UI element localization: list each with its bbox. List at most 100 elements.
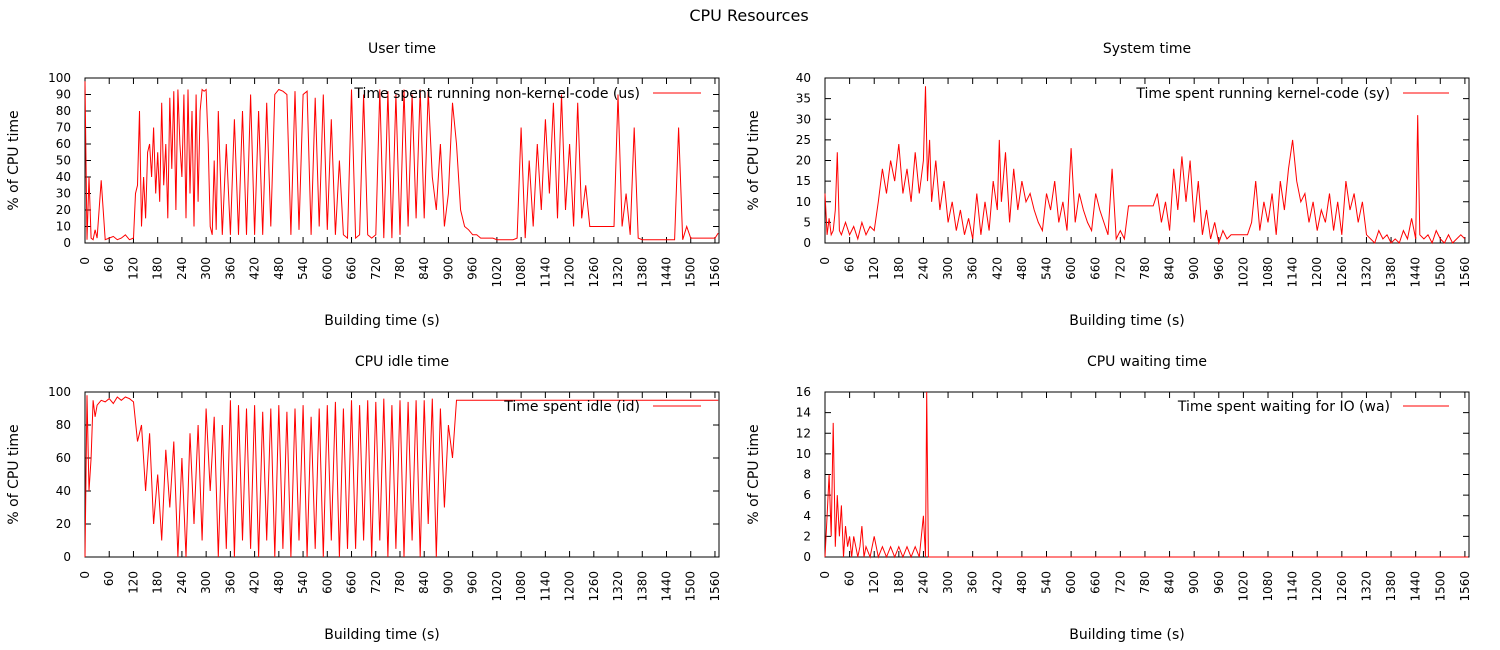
y-tick-label: 10 — [796, 447, 811, 461]
x-tick-label: 0 — [818, 571, 832, 579]
x-tick-label: 1500 — [684, 257, 698, 288]
plot-frame — [824, 77, 1470, 244]
x-tick-label: 1200 — [1310, 571, 1324, 602]
x-tick-label: 960 — [466, 571, 480, 594]
x-tick-label: 1020 — [490, 257, 504, 288]
x-tick-label: 1560 — [1458, 571, 1472, 602]
chart-panel-wait: CPU waiting time 0 2 4 6 8 10 12 14 16 0 60 120 180 24… — [746, 354, 1472, 643]
x-tick-label: 900 — [1187, 257, 1201, 280]
y-tick-label: 10 — [796, 195, 811, 209]
x-tick-label: 1560 — [708, 257, 722, 288]
x-tick-label: 1560 — [1458, 257, 1472, 288]
y-tick-label: 0 — [803, 550, 811, 564]
x-tick-label: 900 — [1187, 571, 1201, 594]
y-tick-label: 16 — [796, 385, 811, 399]
x-tick-label: 780 — [1138, 257, 1152, 280]
x-tick-label: 1380 — [635, 571, 649, 602]
y-axis-label: % of CPU time — [6, 110, 22, 210]
y-tick-label: 30 — [56, 187, 71, 201]
x-tick-label: 600 — [1064, 257, 1078, 280]
y-tick-label: 20 — [56, 203, 71, 217]
x-tick-label: 1140 — [538, 257, 552, 288]
legend: Time spent waiting for IO (wa) — [1177, 399, 1449, 415]
x-tick-label: 1380 — [1384, 257, 1398, 288]
legend-label: Time spent idle (id) — [503, 399, 640, 415]
x-tick-label: 360 — [966, 257, 980, 280]
x-tick-label: 1380 — [635, 257, 649, 288]
x-tick-label: 900 — [441, 257, 455, 280]
y-tick-label: 40 — [56, 170, 71, 184]
x-tick-label: 660 — [1089, 571, 1103, 594]
legend: Time spent running kernel-code (sy) — [1135, 86, 1449, 102]
x-tick-label: 720 — [369, 257, 383, 280]
x-tick-label: 60 — [102, 257, 116, 272]
x-tick-label: 480 — [1015, 257, 1029, 280]
y-axis-label: % of CPU time — [6, 424, 22, 524]
x-tick-label: 660 — [345, 257, 359, 280]
x-tick-label: 1500 — [684, 571, 698, 602]
legend-label: Time spent waiting for IO (wa) — [1177, 399, 1390, 415]
x-tick-label: 960 — [1212, 571, 1226, 594]
x-tick-label: 180 — [892, 571, 906, 594]
x-tick-label: 180 — [151, 571, 165, 594]
y-tick-label: 90 — [56, 88, 71, 102]
x-tick-label: 1440 — [1409, 257, 1423, 288]
series-line-idle — [84, 395, 719, 558]
x-tick-label: 1020 — [490, 571, 504, 602]
series-line-wait — [824, 391, 1469, 559]
x-tick-label: 840 — [417, 257, 431, 280]
x-tick-label: 240 — [916, 257, 930, 280]
x-tick-label: 1140 — [538, 571, 552, 602]
x-tick-label: 600 — [320, 571, 334, 594]
y-tick-label: 0 — [803, 236, 811, 250]
x-tick-label: 1200 — [1310, 257, 1324, 288]
x-tick-label: 600 — [320, 257, 334, 280]
x-tick-label: 780 — [393, 257, 407, 280]
y-tick-label: 40 — [796, 71, 811, 85]
y-tick-label: 30 — [796, 112, 811, 126]
x-tick-label: 420 — [248, 257, 262, 280]
chart-title: CPU waiting time — [1087, 354, 1207, 370]
x-tick-label: 1320 — [1359, 257, 1373, 288]
x-axis-label: Building time (s) — [324, 627, 440, 643]
x-tick-label: 840 — [417, 571, 431, 594]
x-tick-label: 180 — [892, 257, 906, 280]
x-tick-label: 60 — [102, 571, 116, 586]
chart-panel-system: System time 0 5 10 15 20 25 30 35 40 0 60 120 180 240 3… — [746, 41, 1472, 329]
x-tick-label: 480 — [272, 571, 286, 594]
x-tick-label: 1080 — [514, 257, 528, 288]
series-line-system — [824, 86, 1466, 245]
x-tick-label: 540 — [296, 571, 310, 594]
x-tick-label: 840 — [1163, 571, 1177, 594]
x-tick-label: 0 — [818, 257, 832, 265]
y-tick-label: 80 — [56, 418, 71, 432]
x-tick-label: 600 — [1064, 571, 1078, 594]
x-tick-label: 540 — [1040, 257, 1054, 280]
y-tick-label: 60 — [56, 137, 71, 151]
y-tick-label: 12 — [796, 426, 811, 440]
x-tick-label: 1320 — [611, 257, 625, 288]
y-tick-label: 15 — [796, 174, 811, 188]
y-tick-label: 6 — [803, 488, 811, 502]
x-tick-label: 960 — [466, 257, 480, 280]
x-axis-label: Building time (s) — [1069, 627, 1185, 643]
plot-frame — [84, 391, 720, 558]
x-tick-label: 300 — [199, 257, 213, 280]
x-tick-label: 240 — [175, 571, 189, 594]
y-tick-label: 25 — [796, 133, 811, 147]
x-tick-label: 1260 — [1335, 571, 1349, 602]
x-tick-label: 720 — [1113, 257, 1127, 280]
legend-label: Time spent running kernel-code (sy) — [1135, 86, 1390, 102]
x-tick-label: 840 — [1163, 257, 1177, 280]
x-tick-label: 120 — [867, 571, 881, 594]
y-tick-label: 20 — [796, 154, 811, 168]
chart-title: System time — [1103, 41, 1191, 57]
x-tick-label: 960 — [1212, 257, 1226, 280]
x-tick-label: 420 — [248, 571, 262, 594]
page-title: CPU Resources — [689, 6, 808, 25]
y-tick-label: 14 — [796, 406, 811, 420]
x-tick-label: 60 — [843, 257, 857, 272]
x-tick-label: 1320 — [611, 571, 625, 602]
x-tick-label: 900 — [441, 571, 455, 594]
